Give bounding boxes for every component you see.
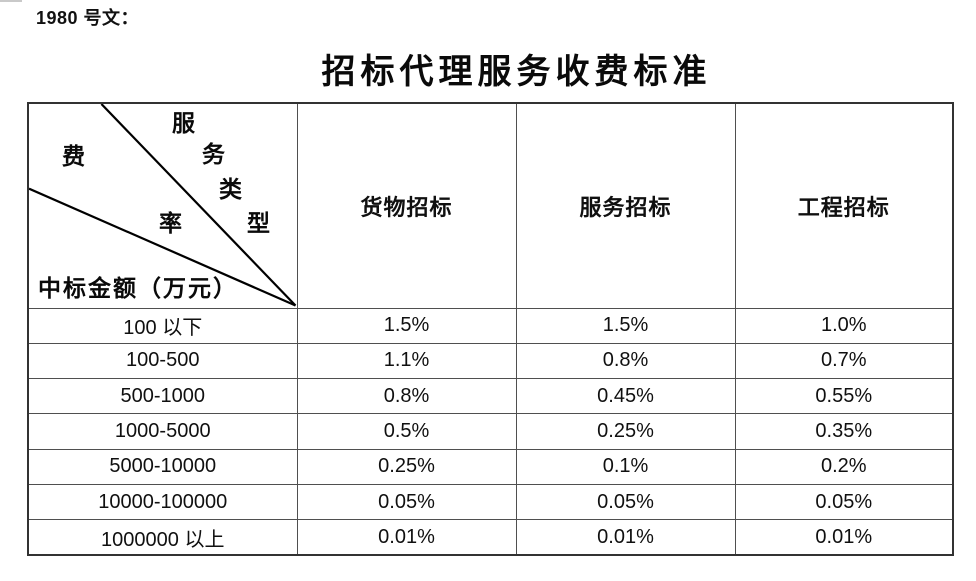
corner-label-fee: 费 xyxy=(62,144,85,169)
corner-label-service-1: 服 xyxy=(172,111,195,136)
table-row: 1000000 以上 0.01% 0.01% 0.01% xyxy=(27,519,954,556)
column-header-goods: 货物招标 xyxy=(296,102,517,309)
rate-cell-works: 0.01% xyxy=(734,519,954,556)
rate-cell-goods: 0.5% xyxy=(296,413,517,450)
rate-cell-goods: 0.8% xyxy=(296,378,517,415)
rate-cell-services: 0.01% xyxy=(515,519,736,556)
rate-cell-works: 0.05% xyxy=(734,483,954,521)
amount-range-cell: 10000-100000 xyxy=(27,483,298,521)
rate-cell-works: 0.35% xyxy=(734,413,954,450)
corner-label-service-4: 型 xyxy=(247,211,270,236)
rate-cell-works: 1.0% xyxy=(734,307,954,344)
rate-cell-works: 0.7% xyxy=(734,342,954,380)
table-row: 5000-10000 0.25% 0.1% 0.2% xyxy=(27,448,954,485)
amount-range-cell: 100-500 xyxy=(27,342,298,380)
diagonal-divider-lines xyxy=(29,104,296,307)
table-row: 100-500 1.1% 0.8% 0.7% xyxy=(27,342,954,380)
corner-label-service-3: 类 xyxy=(219,177,242,202)
rate-cell-works: 0.2% xyxy=(734,448,954,485)
rate-cell-goods: 1.5% xyxy=(296,307,517,344)
table-row: 10000-100000 0.05% 0.05% 0.05% xyxy=(27,483,954,521)
fee-standard-table: 费 服 务 类 型 率 中标金额（万元） 货物招标 服务招标 工程招标 100 … xyxy=(27,102,954,557)
scan-edge-artifact xyxy=(0,0,22,2)
rate-cell-goods: 1.1% xyxy=(296,342,517,380)
column-header-services: 服务招标 xyxy=(515,102,736,309)
corner-label-amount-axis: 中标金额（万元） xyxy=(38,276,238,301)
rate-cell-goods: 0.01% xyxy=(296,519,517,556)
amount-range-cell: 1000000 以上 xyxy=(27,519,298,556)
column-header-works: 工程招标 xyxy=(734,102,954,309)
doc-ref-label: 1980 号文： xyxy=(36,8,140,28)
table-row: 100 以下 1.5% 1.5% 1.0% xyxy=(27,307,954,344)
amount-range-cell: 5000-10000 xyxy=(27,448,298,485)
rate-cell-services: 0.1% xyxy=(515,448,736,485)
table-header-row: 费 服 务 类 型 率 中标金额（万元） 货物招标 服务招标 工程招标 xyxy=(27,102,954,309)
rate-cell-works: 0.55% xyxy=(734,378,954,415)
amount-range-cell: 1000-5000 xyxy=(27,413,298,450)
table-row: 1000-5000 0.5% 0.25% 0.35% xyxy=(27,413,954,450)
amount-range-cell: 100 以下 xyxy=(27,307,298,344)
corner-label-rate: 率 xyxy=(159,211,182,236)
rate-cell-services: 0.25% xyxy=(515,413,736,450)
table-row: 500-1000 0.8% 0.45% 0.55% xyxy=(27,378,954,415)
amount-range-cell: 500-1000 xyxy=(27,378,298,415)
rate-cell-services: 0.05% xyxy=(515,483,736,521)
rate-cell-services: 0.8% xyxy=(515,342,736,380)
rate-cell-goods: 0.05% xyxy=(296,483,517,521)
page-title: 招标代理服务收费标准 xyxy=(321,54,712,91)
corner-label-service-2: 务 xyxy=(202,142,225,167)
rate-cell-goods: 0.25% xyxy=(296,448,517,485)
table-corner-cell: 费 服 务 类 型 率 中标金额（万元） xyxy=(27,102,298,309)
rate-cell-services: 1.5% xyxy=(515,307,736,344)
rate-cell-services: 0.45% xyxy=(515,378,736,415)
